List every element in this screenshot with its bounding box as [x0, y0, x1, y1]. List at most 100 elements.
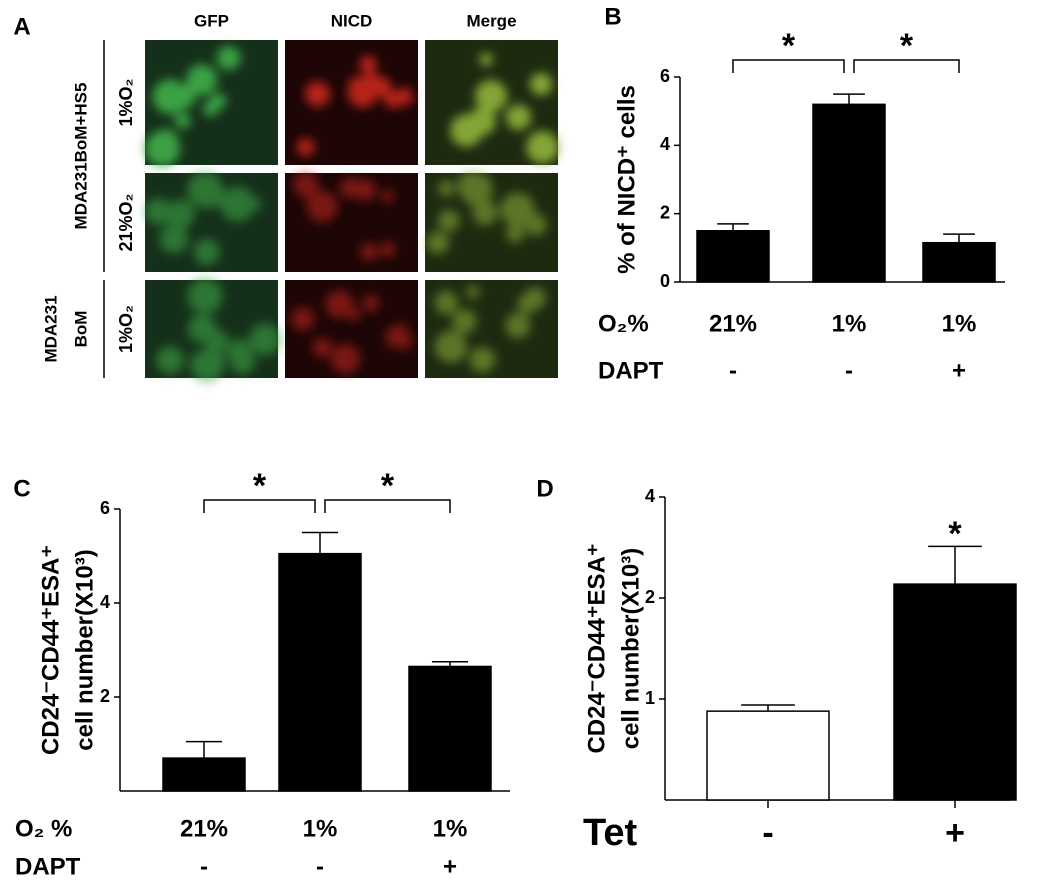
- x-row-label: O₂ %: [15, 815, 72, 842]
- bar: [696, 230, 770, 283]
- micrograph-cells: [144, 172, 261, 265]
- cell: [437, 209, 460, 232]
- group-label: MDA231BoM+HS5: [71, 83, 90, 230]
- cell: [359, 55, 377, 73]
- cell: [524, 213, 547, 236]
- cell: [500, 192, 535, 227]
- y-axis-label: CD24⁻CD44⁺ESA⁺: [583, 543, 610, 753]
- x-row-label: O₂%: [598, 310, 649, 337]
- cell: [312, 338, 333, 358]
- panel-label: A: [13, 13, 30, 40]
- bar: [922, 241, 996, 283]
- cell: [524, 287, 546, 310]
- cell: [437, 180, 455, 197]
- cell: [434, 330, 468, 364]
- cell: [152, 79, 188, 115]
- bar: [278, 552, 362, 792]
- x-tick-label: 1%: [942, 310, 977, 337]
- cell: [216, 46, 241, 71]
- bar: [706, 710, 830, 801]
- column-header: Merge: [466, 11, 516, 30]
- cell: [193, 238, 220, 265]
- bar: [812, 103, 886, 283]
- cell: [379, 241, 396, 258]
- panel-label: D: [536, 475, 553, 502]
- cell: [330, 344, 361, 374]
- cell: [362, 294, 380, 312]
- cell: [190, 348, 224, 383]
- cell: [144, 130, 181, 167]
- x-row-label: DAPT: [15, 853, 81, 880]
- cell: [354, 178, 376, 201]
- significance-star: *: [253, 467, 267, 505]
- micrograph-cells: [296, 55, 414, 157]
- cell: [526, 130, 559, 164]
- micrograph-cells: [434, 285, 546, 373]
- y-tick-label: 4: [100, 592, 110, 612]
- cell: [192, 177, 224, 209]
- cell: [291, 307, 315, 331]
- cell: [529, 72, 553, 96]
- significance-star: *: [782, 27, 796, 65]
- cell: [248, 197, 261, 211]
- cell: [305, 81, 331, 107]
- group-label: MDA231: [41, 295, 60, 362]
- x-tick-label: 1%: [433, 815, 468, 842]
- x-tick-label: -: [762, 814, 773, 852]
- cell: [505, 224, 525, 243]
- cell: [226, 339, 251, 364]
- significance-bracket: [203, 499, 316, 513]
- bar: [408, 665, 492, 792]
- y-tick-label: 6: [660, 66, 670, 86]
- micrograph-cells: [156, 278, 281, 383]
- y-tick-label: 6: [100, 498, 110, 518]
- column-header: NICD: [331, 11, 373, 30]
- cell: [360, 242, 378, 261]
- y-axis-label: cell number(X10³): [617, 548, 644, 749]
- cell: [505, 104, 532, 130]
- y-tick-label: 1: [645, 688, 655, 708]
- cell: [206, 330, 229, 352]
- y-tick-label: 4: [660, 134, 670, 154]
- bar: [893, 583, 1017, 801]
- row-label: 1%O₂: [116, 305, 136, 353]
- significance-bracket: [732, 59, 845, 73]
- y-axis-label: CD24⁻CD44⁺ESA⁺: [37, 545, 64, 755]
- x-tick-label: 1%: [303, 815, 338, 842]
- row-label: 1%O₂: [116, 78, 136, 126]
- cell: [384, 90, 403, 109]
- significance-star: *: [381, 467, 395, 505]
- cell: [187, 278, 223, 314]
- x-tick-label: -: [200, 853, 208, 880]
- cell: [296, 138, 315, 157]
- cell: [209, 93, 227, 110]
- x-tick-label: -: [729, 357, 737, 384]
- cell: [505, 312, 531, 339]
- micrograph-cells: [450, 52, 559, 164]
- cell: [466, 285, 480, 299]
- micrograph-cells: [293, 172, 396, 261]
- y-tick-label: 0: [660, 271, 670, 291]
- cell: [219, 186, 255, 222]
- cell: [434, 290, 459, 315]
- cell: [476, 86, 496, 106]
- y-axis-label: cell number(X10³): [71, 549, 98, 750]
- x-tick-label: -: [845, 357, 853, 384]
- panel-label: C: [13, 475, 30, 502]
- cell: [186, 64, 218, 96]
- cell: [248, 323, 281, 356]
- significance-star: *: [900, 27, 914, 65]
- cell: [479, 52, 493, 67]
- cell: [348, 308, 361, 321]
- significance-star: *: [948, 515, 962, 553]
- group-label: BoM: [71, 311, 90, 348]
- y-tick-label: 2: [100, 686, 110, 706]
- significance-bracket: [853, 59, 960, 73]
- row-label: 21%O₂: [116, 193, 136, 251]
- micrograph-cells: [291, 290, 413, 374]
- y-axis-label: % of NICD⁺ cells: [613, 85, 640, 274]
- micrograph-cells: [426, 172, 547, 255]
- x-tick-label: +: [952, 357, 966, 384]
- x-tick-label: 21%: [709, 310, 757, 337]
